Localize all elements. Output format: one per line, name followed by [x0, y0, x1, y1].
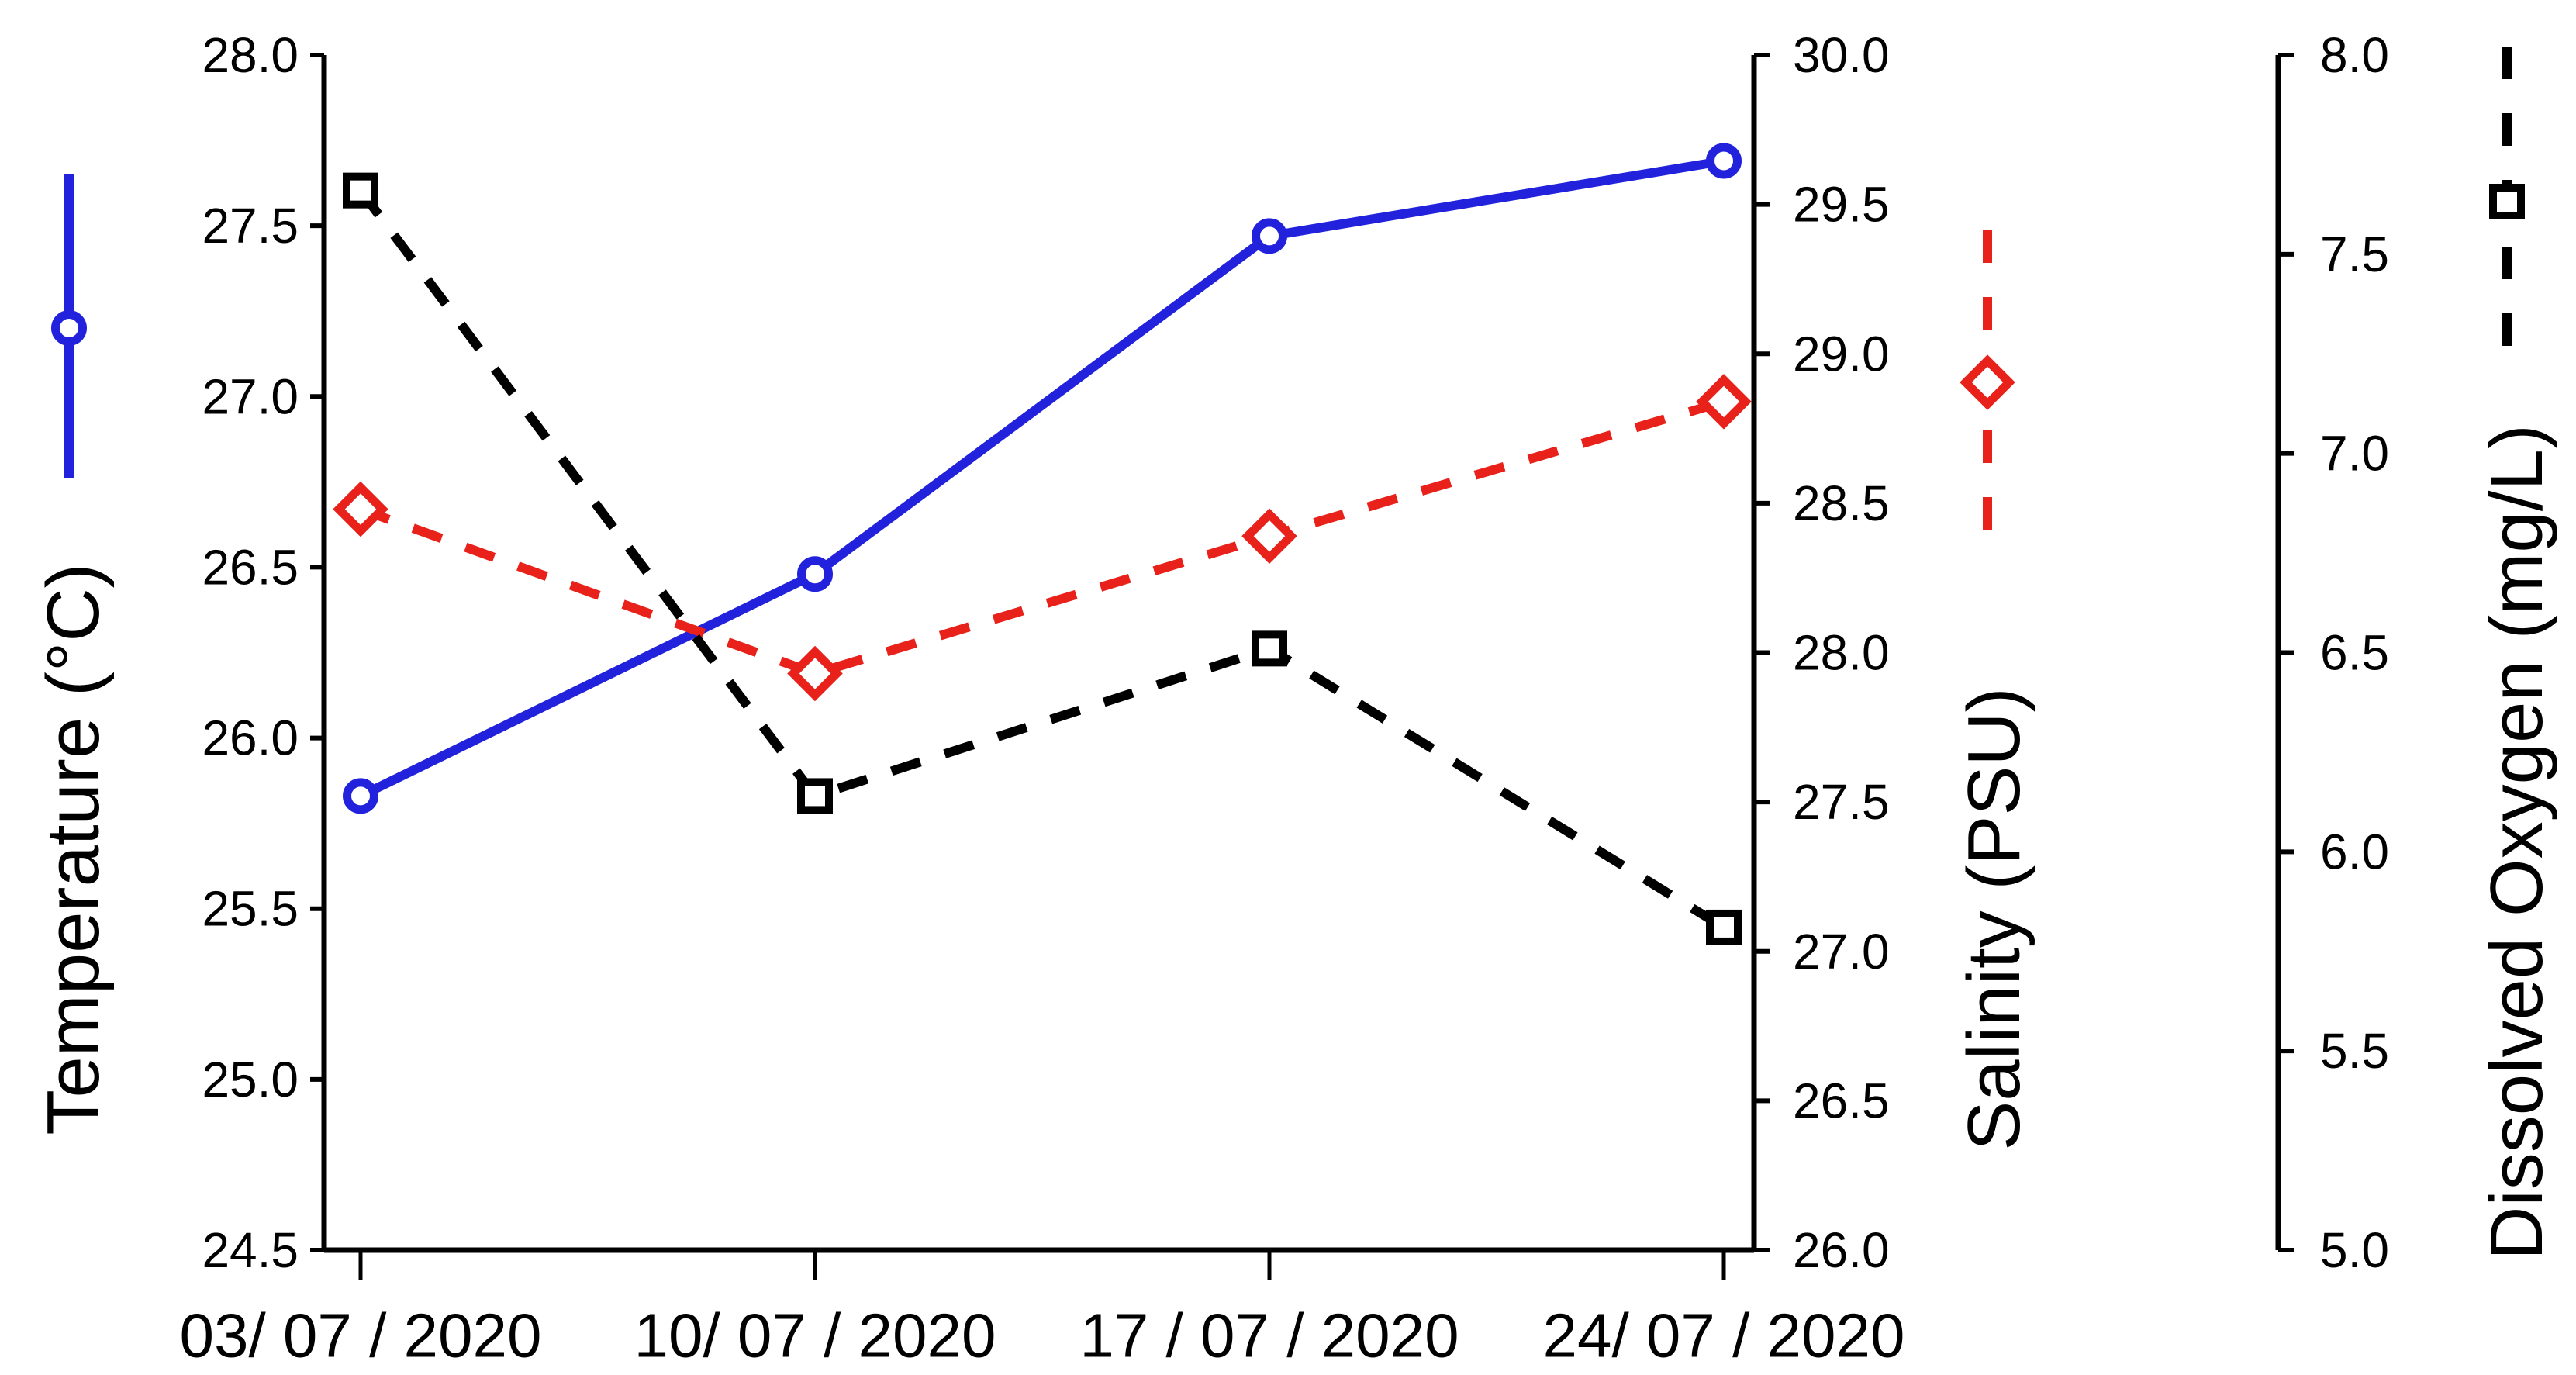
- dissolved-oxygen-marker: [1252, 630, 1287, 667]
- salinity-tick-label: 30.0: [1793, 27, 1890, 83]
- temperature-tick-label: 26.5: [202, 539, 299, 595]
- temperature-tick-label: 26.0: [202, 710, 299, 766]
- temperature-axis-title: Temperature (°C): [32, 563, 115, 1135]
- x-axis-date-label: 24/ 07 / 2020: [1542, 1301, 1904, 1370]
- temperature-marker: [343, 778, 378, 814]
- x-axis-date-label: 03/ 07 / 2020: [179, 1301, 541, 1370]
- x-axis: 03/ 07 / 2020 10/ 07 / 2020 17 / 07 / 2020…: [179, 1247, 1905, 1370]
- dissolved-oxygen-axis-title: Dissolved Oxygen (mg/L): [2475, 424, 2558, 1260]
- legend-dissolved-oxygen-marker: [2489, 184, 2525, 219]
- dissolved-oxygen-series: [343, 172, 1742, 945]
- dissolved-oxygen-marker: [797, 778, 833, 814]
- temperature-tick-label: 24.5: [202, 1222, 299, 1278]
- salinity-marker: [333, 481, 388, 537]
- legend-temperature: [51, 174, 87, 478]
- salinity-axis: 30.0 29.5 29.0 28.5 28.0 27.5 27.0 26.5 26.0: [1751, 27, 1890, 1278]
- legend-salinity: [1960, 230, 2015, 535]
- salinity-tick-label: 28.0: [1793, 625, 1890, 681]
- temperature-tick-label: 25.0: [202, 1052, 299, 1107]
- salinity-marker: [1241, 508, 1297, 565]
- salinity-tick-label: 26.5: [1793, 1073, 1890, 1128]
- temperature-marker: [1706, 143, 1742, 179]
- dissolved_oxygen-tick-label: 5.0: [2320, 1222, 2389, 1278]
- salinity-tick-label: 27.5: [1793, 774, 1890, 830]
- x-axis-date-label: 10/ 07 / 2020: [634, 1301, 996, 1370]
- dissolved-oxygen-marker: [1706, 909, 1742, 945]
- salinity-tick-label: 29.5: [1793, 177, 1890, 233]
- temperature-tick-label: 27.0: [202, 368, 299, 424]
- salinity-tick-label: 26.0: [1793, 1222, 1890, 1278]
- dissolved-oxygen-line: [357, 188, 1727, 932]
- dissolved_oxygen-tick-label: 6.5: [2320, 625, 2389, 681]
- salinity-marker: [1696, 374, 1752, 430]
- dissolved_oxygen-tick-label: 8.0: [2320, 27, 2389, 83]
- salinity-tick-label: 29.0: [1793, 326, 1890, 382]
- dissolved_oxygen-tick-label: 6.0: [2320, 824, 2389, 879]
- temperature-tick-label: 28.0: [202, 27, 299, 83]
- legend-dissolved-oxygen: [2489, 47, 2525, 359]
- temperature-marker: [1252, 218, 1287, 254]
- dissolved-oxygen-axis: 8.0 7.5 7.0 6.5 6.0 5.5 5.0: [2275, 27, 2389, 1278]
- legend-temperature-marker: [51, 310, 87, 346]
- dissolved_oxygen-tick-label: 7.0: [2320, 426, 2389, 482]
- salinity-axis-title: Salinity (PSU): [1953, 687, 2036, 1151]
- salinity-tick-label: 27.0: [1793, 924, 1890, 979]
- salinity-tick-label: 28.5: [1793, 475, 1890, 531]
- x-axis-date-label: 17 / 07 / 2020: [1079, 1301, 1459, 1370]
- dissolved_oxygen-tick-label: 7.5: [2320, 226, 2389, 282]
- temperature-marker: [797, 556, 833, 592]
- temperature-tick-label: 27.5: [202, 198, 299, 254]
- temperature-axis: 28.0 27.5 27.0 26.5 26.0 25.5 25.0 24.5: [202, 27, 327, 1278]
- temperature-series: [343, 143, 1742, 814]
- salinity-marker: [787, 645, 843, 702]
- temperature-tick-label: 25.5: [202, 881, 299, 937]
- temperature-line: [358, 156, 1725, 800]
- salinity-line: [358, 397, 1725, 679]
- salinity-series: [333, 374, 1752, 702]
- dissolved-oxygen-marker: [343, 172, 378, 209]
- legend-salinity-marker: [1960, 354, 2015, 410]
- dissolved_oxygen-tick-label: 5.5: [2320, 1023, 2389, 1079]
